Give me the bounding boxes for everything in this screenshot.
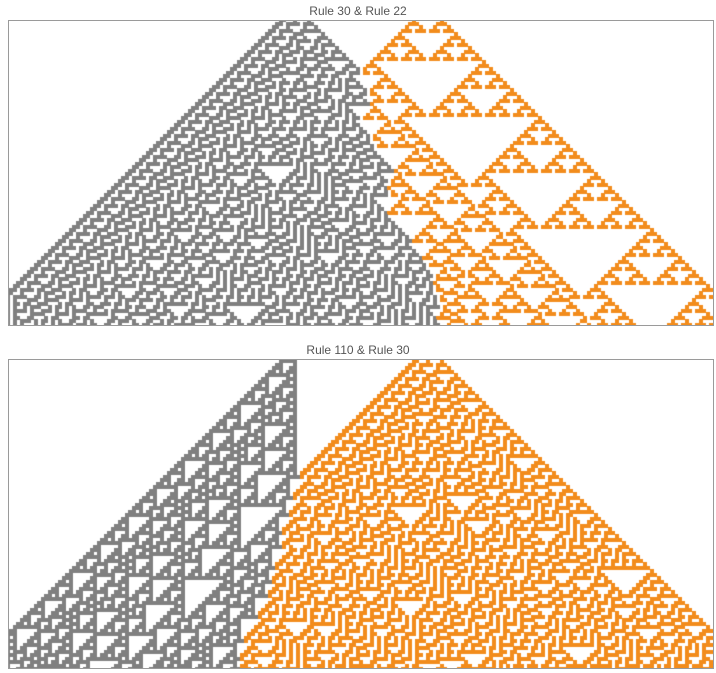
panel-2-cellular-automaton-plot — [8, 359, 714, 669]
panel-1-title: Rule 30 & Rule 22 — [309, 4, 407, 18]
panel-1-ca-canvas — [9, 21, 713, 325]
panel-2-title: Rule 110 & Rule 30 — [306, 343, 410, 357]
panel-2-ca-canvas — [9, 360, 713, 668]
panel-1-cellular-automaton-plot — [8, 20, 714, 326]
